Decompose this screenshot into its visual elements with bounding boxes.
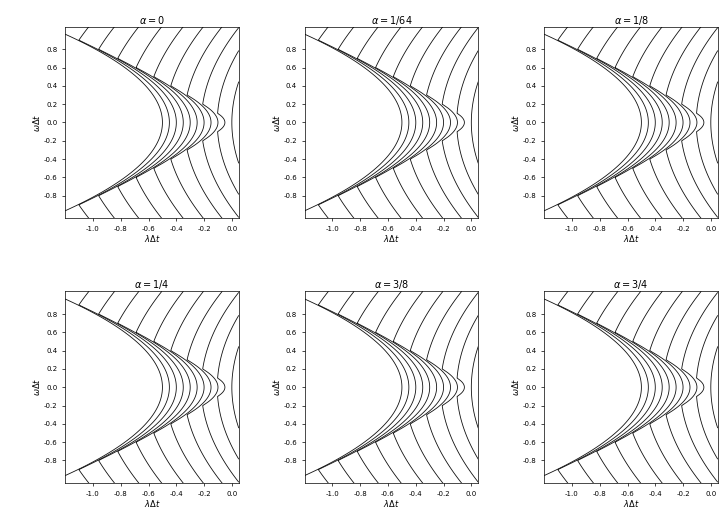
X-axis label: $\lambda \Delta t$: $\lambda \Delta t$: [384, 234, 399, 244]
Title: $\alpha=1/4$: $\alpha=1/4$: [134, 278, 170, 292]
X-axis label: $\lambda \Delta t$: $\lambda \Delta t$: [623, 498, 639, 509]
Y-axis label: $\omega \Delta t$: $\omega \Delta t$: [510, 378, 521, 397]
Y-axis label: $\omega \Delta t$: $\omega \Delta t$: [510, 113, 521, 132]
X-axis label: $\lambda \Delta t$: $\lambda \Delta t$: [144, 234, 160, 244]
Title: $\alpha=3/4$: $\alpha=3/4$: [613, 278, 649, 292]
Title: $\alpha=1/8$: $\alpha=1/8$: [613, 14, 648, 27]
Title: $\alpha=0$: $\alpha=0$: [139, 14, 165, 26]
Y-axis label: $\omega \Delta t$: $\omega \Delta t$: [271, 113, 282, 132]
Y-axis label: $\omega \Delta t$: $\omega \Delta t$: [31, 378, 43, 397]
X-axis label: $\lambda \Delta t$: $\lambda \Delta t$: [384, 498, 399, 509]
X-axis label: $\lambda \Delta t$: $\lambda \Delta t$: [144, 498, 160, 509]
Y-axis label: $\omega \Delta t$: $\omega \Delta t$: [271, 378, 282, 397]
Title: $\alpha=3/8$: $\alpha=3/8$: [374, 278, 409, 292]
Title: $\alpha=1/64$: $\alpha=1/64$: [370, 14, 413, 27]
Y-axis label: $\omega \Delta t$: $\omega \Delta t$: [31, 113, 43, 132]
X-axis label: $\lambda \Delta t$: $\lambda \Delta t$: [623, 234, 639, 244]
